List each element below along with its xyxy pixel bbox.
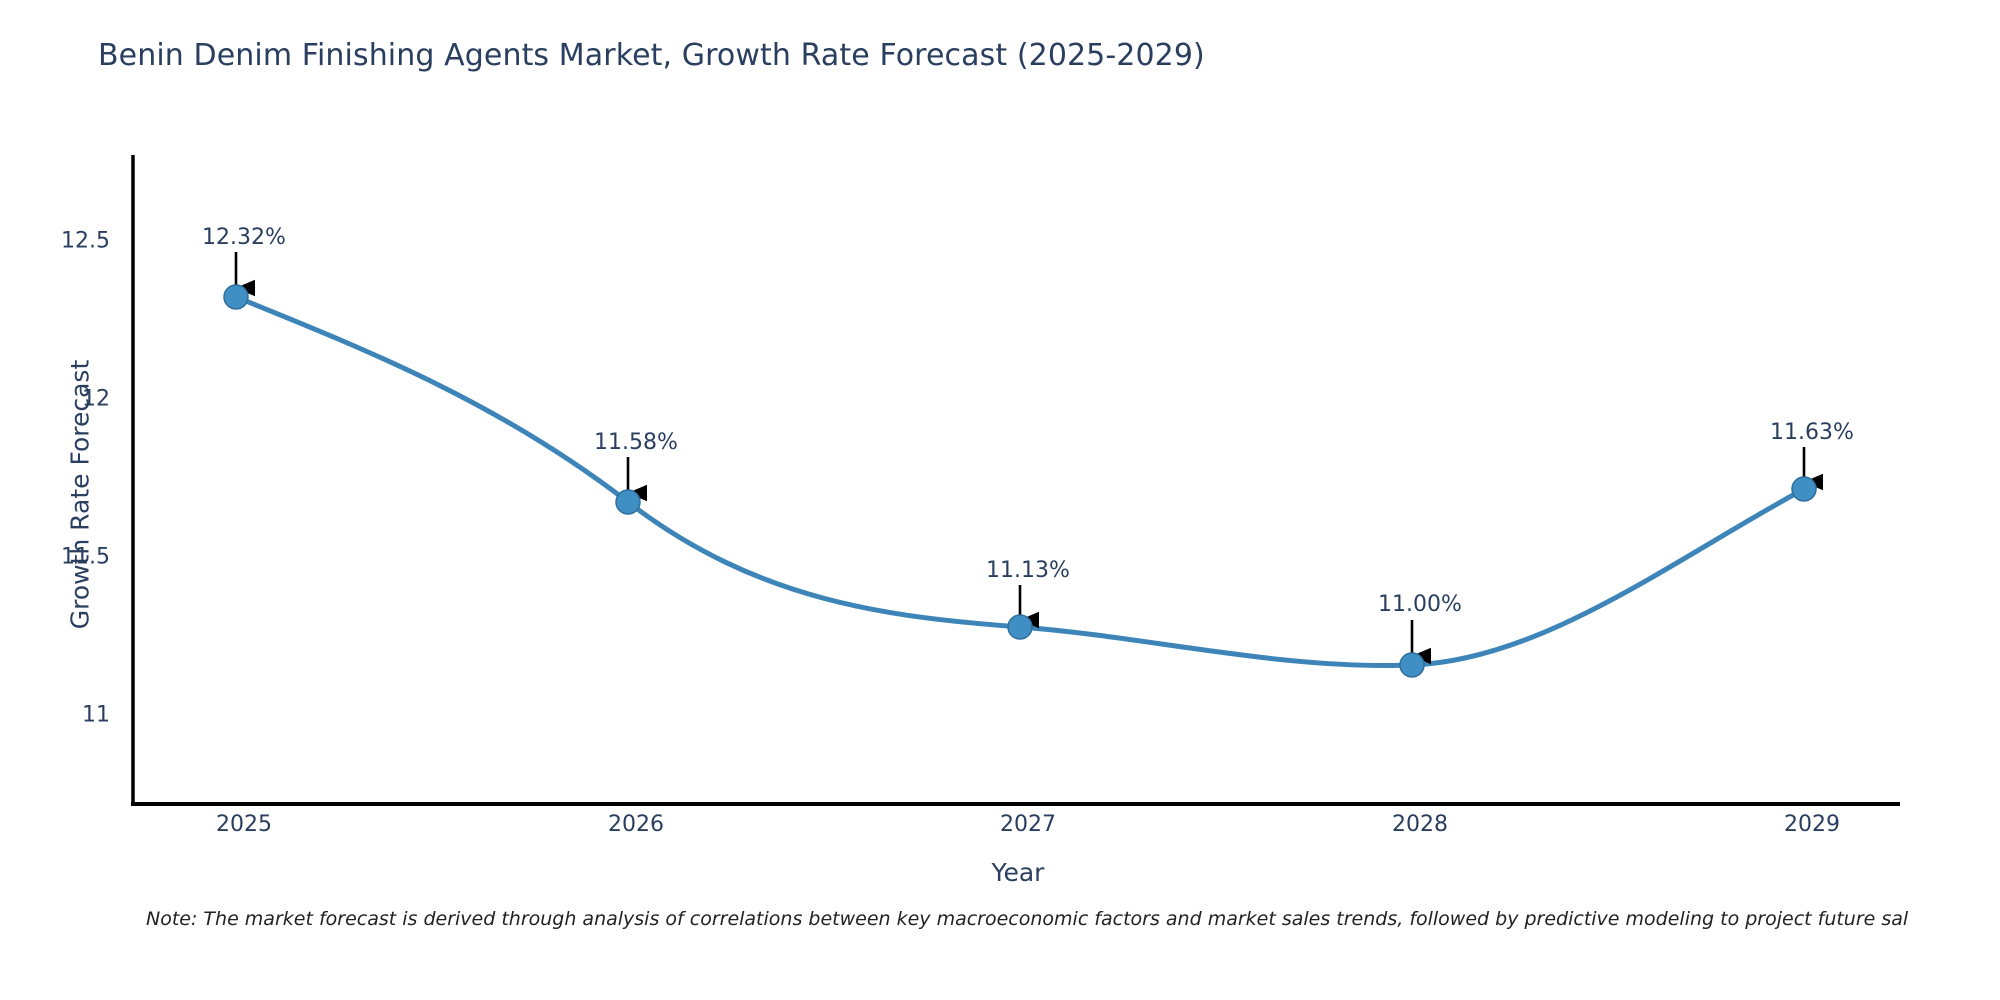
- chart-title: Benin Denim Finishing Agents Market, Gro…: [98, 38, 1205, 73]
- x-tick-label: 2029: [1784, 812, 1840, 837]
- point-label-2025: 12.32%: [202, 225, 286, 250]
- data-point-marker[interactable]: [1399, 652, 1425, 678]
- x-tick-label: 2026: [608, 812, 664, 837]
- point-label-2026: 11.58%: [594, 430, 678, 455]
- x-tick-label: 2027: [1000, 812, 1056, 837]
- point-label-2027: 11.13%: [986, 558, 1070, 583]
- y-tick-label: 11: [82, 702, 110, 728]
- point-label-2028: 11.00%: [1378, 592, 1462, 617]
- x-axis-title: Year: [991, 858, 1045, 887]
- x-tick-label: 2025: [216, 812, 272, 837]
- point-label-2029: 11.63%: [1770, 420, 1854, 445]
- y-tick-label: 12: [82, 386, 110, 412]
- y-tick-label: 12.5: [61, 228, 110, 254]
- data-point-marker[interactable]: [223, 284, 249, 310]
- data-point-marker[interactable]: [615, 489, 641, 515]
- data-point-marker[interactable]: [1791, 476, 1817, 502]
- x-tick-label: 2028: [1392, 812, 1448, 837]
- footnote-text: Note: The market forecast is derived thr…: [146, 908, 1909, 930]
- data-point-marker[interactable]: [1007, 614, 1033, 640]
- y-tick-label: 11.5: [61, 544, 110, 570]
